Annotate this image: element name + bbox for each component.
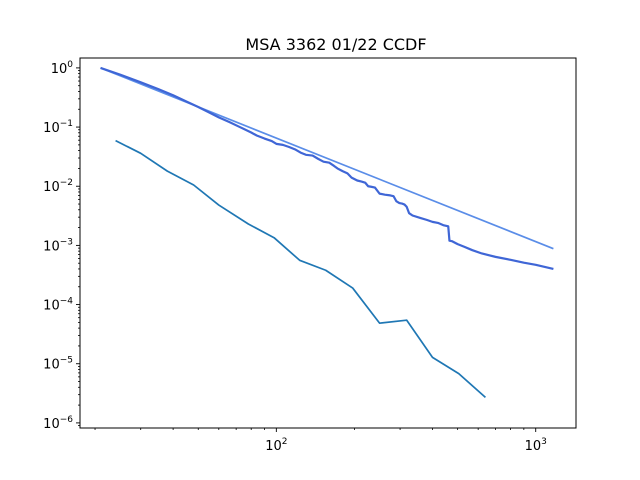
y-tick-label: 10−1 <box>43 119 73 136</box>
x-tick-label: 103 <box>525 437 547 454</box>
y-tick-label: 10−4 <box>43 297 73 314</box>
chart-title: MSA 3362 01/22 CCDF <box>245 35 426 54</box>
y-tick-label: 10−2 <box>43 178 73 195</box>
y-tick-label: 10−6 <box>43 415 73 432</box>
series-line-1 <box>100 67 554 250</box>
y-tick-label: 100 <box>51 60 74 77</box>
x-tick-label: 102 <box>265 437 287 454</box>
series-layer <box>100 66 554 399</box>
plot-area-frame <box>79 57 577 429</box>
y-tick-label: 10−3 <box>43 237 73 254</box>
series-line-3 <box>115 139 487 399</box>
series-line-2 <box>100 66 554 271</box>
y-tick-label: 10−5 <box>43 356 73 373</box>
